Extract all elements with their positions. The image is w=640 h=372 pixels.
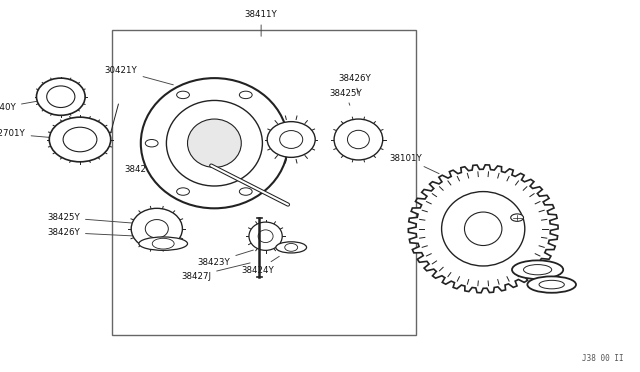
Text: 38426Y: 38426Y: [47, 228, 137, 237]
Text: 38427Y: 38427Y: [124, 165, 225, 174]
Text: 38411Y: 38411Y: [244, 10, 278, 36]
Text: 30421Y: 30421Y: [105, 66, 173, 85]
Ellipse shape: [63, 127, 97, 152]
Text: 38424Y: 38424Y: [241, 256, 279, 275]
Ellipse shape: [512, 260, 563, 279]
Circle shape: [511, 214, 524, 221]
Circle shape: [145, 140, 158, 147]
Ellipse shape: [188, 119, 241, 167]
Text: 38453Y: 38453Y: [492, 273, 534, 282]
Ellipse shape: [527, 276, 576, 293]
Ellipse shape: [152, 238, 174, 249]
Ellipse shape: [131, 208, 182, 249]
Ellipse shape: [442, 192, 525, 266]
Text: 38440Y: 38440Y: [0, 101, 39, 112]
Ellipse shape: [465, 212, 502, 246]
Ellipse shape: [524, 264, 552, 275]
Ellipse shape: [280, 131, 303, 148]
Circle shape: [177, 188, 189, 195]
Ellipse shape: [166, 100, 262, 186]
Ellipse shape: [348, 130, 369, 149]
Ellipse shape: [141, 78, 288, 208]
Ellipse shape: [145, 219, 168, 238]
Bar: [112, 30, 416, 335]
Circle shape: [239, 91, 252, 99]
Polygon shape: [408, 165, 558, 293]
Text: 38101Y: 38101Y: [390, 154, 439, 174]
Circle shape: [177, 91, 189, 99]
Text: 38424Y: 38424Y: [217, 100, 273, 118]
Text: 32701Y: 32701Y: [0, 129, 50, 138]
Circle shape: [271, 140, 284, 147]
Ellipse shape: [285, 243, 298, 251]
Ellipse shape: [268, 122, 315, 157]
Ellipse shape: [249, 222, 282, 250]
Text: 38425Y: 38425Y: [329, 89, 362, 105]
Text: J38 00 II: J38 00 II: [582, 354, 624, 363]
Ellipse shape: [334, 119, 383, 160]
Ellipse shape: [276, 242, 307, 253]
Circle shape: [239, 188, 252, 195]
Ellipse shape: [47, 86, 75, 108]
Text: 38427J: 38427J: [181, 263, 250, 280]
Text: 38423Y: 38423Y: [198, 250, 253, 267]
Ellipse shape: [539, 280, 564, 289]
Text: 38426Y: 38426Y: [339, 74, 372, 94]
Ellipse shape: [36, 78, 85, 115]
Text: 38440YA: 38440YA: [478, 257, 524, 268]
Text: 38423Y: 38423Y: [217, 115, 266, 129]
Text: 38425Y: 38425Y: [47, 213, 132, 223]
Text: 38102Y: 38102Y: [499, 196, 532, 212]
Ellipse shape: [139, 237, 188, 250]
Ellipse shape: [258, 230, 273, 243]
Ellipse shape: [49, 117, 111, 162]
